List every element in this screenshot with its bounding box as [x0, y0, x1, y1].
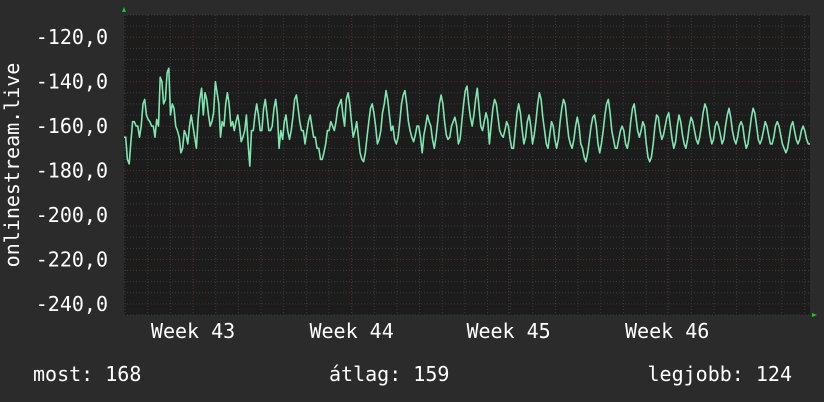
y-tick-label: -180,0	[36, 159, 108, 183]
plot-area	[124, 15, 810, 315]
x-axis-arrow-icon	[812, 313, 817, 317]
y-tick-label: -120,0	[36, 25, 108, 49]
x-tick-label: Week 43	[151, 319, 235, 343]
series-line	[124, 67, 810, 167]
y-tick-label: -240,0	[36, 292, 108, 316]
x-tick-labels: Week 43 Week 44 Week 45 Week 46	[151, 319, 709, 343]
x-tick-label: Week 45	[466, 319, 550, 343]
series-layer	[124, 67, 810, 167]
footer-current-value: most: 168	[33, 362, 142, 386]
footer-average-value: átlag: 159	[329, 362, 450, 386]
grid-minor	[124, 14, 810, 316]
y-axis-label: onlinestream.live	[0, 63, 24, 268]
grid-major	[124, 15, 810, 315]
y-tick-label: -160,0	[36, 114, 108, 138]
y-tick-labels: -120,0 -140,0 -160,0 -180,0 -200,0 -220,0 -240…	[36, 25, 108, 316]
x-tick-label: Week 46	[625, 319, 709, 343]
x-tick-label: Week 44	[309, 319, 393, 343]
y-axis-arrow-icon	[122, 7, 126, 12]
y-tick-label: -220,0	[36, 247, 108, 271]
y-tick-label: -200,0	[36, 203, 108, 227]
footer-best-value: legjobb: 124	[647, 362, 793, 386]
y-tick-label: -140,0	[36, 70, 108, 94]
